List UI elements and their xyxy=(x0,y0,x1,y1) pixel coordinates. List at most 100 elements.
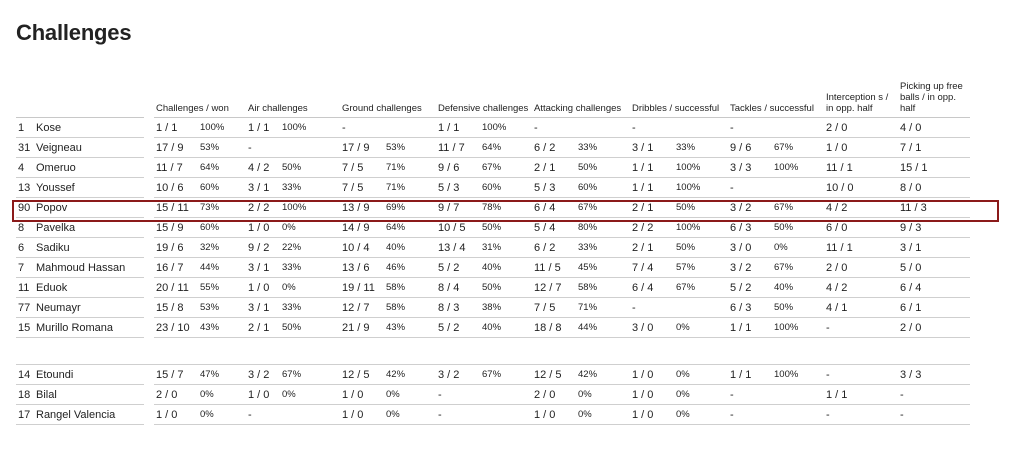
gap-cell xyxy=(144,317,154,338)
cell-drp: 100% xyxy=(676,177,728,198)
cell-at: 6 / 4 xyxy=(532,197,578,218)
cell-tp: 67% xyxy=(774,257,824,278)
cell-tp: 50% xyxy=(774,217,824,238)
cell-name: Omeruo xyxy=(36,157,144,178)
cell-c: 23 / 10 xyxy=(154,317,200,338)
cell-ap: 22% xyxy=(282,237,340,258)
header-dribbles: Dribbles / successful xyxy=(630,74,728,118)
cell-drp: 100% xyxy=(676,217,728,238)
cell-a: 1 / 0 xyxy=(246,277,282,298)
cell-gp xyxy=(386,117,436,138)
cell-c: 1 / 0 xyxy=(154,404,200,425)
spacer-cell xyxy=(386,337,436,365)
cell-name: Veigneau xyxy=(36,137,144,158)
cell-dr: 2 / 2 xyxy=(630,217,676,238)
cell-ap: 100% xyxy=(282,197,340,218)
cell-i: - xyxy=(824,364,898,385)
cell-ap: 50% xyxy=(282,157,340,178)
cell-cp: 55% xyxy=(200,277,246,298)
cell-at: 12 / 7 xyxy=(532,277,578,298)
cell-t: - xyxy=(728,177,774,198)
cell-ap: 33% xyxy=(282,257,340,278)
cell-at: 2 / 0 xyxy=(532,384,578,405)
cell-a: - xyxy=(246,137,282,158)
cell-g: - xyxy=(340,117,386,138)
table-row: 90 Popov 15 / 11 73% 2 / 2 100% 13 / 9 69% 9 / 7… xyxy=(16,197,970,218)
cell-gp: 46% xyxy=(386,257,436,278)
cell-at: 6 / 2 xyxy=(532,137,578,158)
table-row: 18 Bilal 2 / 0 0% 1 / 0 0% 1 / 0 0% -2 / 0 0% 1 / … xyxy=(16,384,970,405)
spacer-cell xyxy=(340,337,386,365)
cell-a: 3 / 1 xyxy=(246,257,282,278)
cell-c: 20 / 11 xyxy=(154,277,200,298)
cell-a: 4 / 2 xyxy=(246,157,282,178)
cell-a: 1 / 1 xyxy=(246,117,282,138)
cell-gp: 43% xyxy=(386,317,436,338)
cell-drp: 57% xyxy=(676,257,728,278)
cell-ap xyxy=(282,404,340,425)
cell-no: 14 xyxy=(16,364,36,385)
cell-tp xyxy=(774,384,824,405)
cell-g: 7 / 5 xyxy=(340,157,386,178)
cell-ap: 67% xyxy=(282,364,340,385)
cell-dp: 50% xyxy=(482,277,532,298)
cell-d: 5 / 2 xyxy=(436,257,482,278)
cell-no: 13 xyxy=(16,177,36,198)
cell-name: Bilal xyxy=(36,384,144,405)
cell-c: 16 / 7 xyxy=(154,257,200,278)
cell-i: 10 / 0 xyxy=(824,177,898,198)
cell-f: 4 / 0 xyxy=(898,117,970,138)
header-air: Air challenges xyxy=(246,74,340,118)
cell-no: 1 xyxy=(16,117,36,138)
spacer-cell xyxy=(246,337,282,365)
cell-at: 5 / 3 xyxy=(532,177,578,198)
gap-cell xyxy=(144,257,154,278)
cell-atp: 0% xyxy=(578,384,630,405)
header-row: Challenges / won Air challenges Ground c… xyxy=(16,74,970,118)
cell-c: 15 / 7 xyxy=(154,364,200,385)
cell-cp: 53% xyxy=(200,137,246,158)
cell-dr: 1 / 1 xyxy=(630,157,676,178)
cell-dr: 2 / 1 xyxy=(630,237,676,258)
cell-no: 31 xyxy=(16,137,36,158)
cell-cp: 64% xyxy=(200,157,246,178)
cell-no: 77 xyxy=(16,297,36,318)
spacer-cell xyxy=(154,337,200,365)
cell-tp: 100% xyxy=(774,157,824,178)
cell-name: Neumayr xyxy=(36,297,144,318)
cell-i: 4 / 1 xyxy=(824,297,898,318)
cell-c: 11 / 7 xyxy=(154,157,200,178)
cell-d: 1 / 1 xyxy=(436,117,482,138)
cell-i: 2 / 0 xyxy=(824,117,898,138)
gap-cell xyxy=(144,217,154,238)
cell-d: 9 / 6 xyxy=(436,157,482,178)
cell-name: Eduok xyxy=(36,277,144,298)
cell-dr: 2 / 1 xyxy=(630,197,676,218)
cell-atp: 58% xyxy=(578,277,630,298)
cell-d: 13 / 4 xyxy=(436,237,482,258)
cell-dp: 67% xyxy=(482,157,532,178)
cell-gp: 40% xyxy=(386,237,436,258)
cell-d: 10 / 5 xyxy=(436,217,482,238)
cell-g: 14 / 9 xyxy=(340,217,386,238)
cell-dr: 1 / 0 xyxy=(630,384,676,405)
cell-tp xyxy=(774,177,824,198)
gap-cell xyxy=(144,137,154,158)
cell-no: 4 xyxy=(16,157,36,178)
spacer-cell xyxy=(282,337,340,365)
cell-dp: 38% xyxy=(482,297,532,318)
cell-t: - xyxy=(728,404,774,425)
cell-d: - xyxy=(436,384,482,405)
cell-dp xyxy=(482,404,532,425)
cell-g: 21 / 9 xyxy=(340,317,386,338)
cell-name: Youssef xyxy=(36,177,144,198)
cell-cp: 0% xyxy=(200,384,246,405)
cell-t: 3 / 3 xyxy=(728,157,774,178)
cell-ap: 0% xyxy=(282,217,340,238)
cell-cp: 53% xyxy=(200,297,246,318)
cell-drp: 0% xyxy=(676,317,728,338)
table-row: 4 Omeruo 11 / 7 64% 4 / 2 50% 7 / 5 71% 9 / 6 67%… xyxy=(16,157,970,178)
header-challenges: Challenges / won xyxy=(154,74,246,118)
cell-ap: 33% xyxy=(282,297,340,318)
cell-c: 15 / 8 xyxy=(154,297,200,318)
